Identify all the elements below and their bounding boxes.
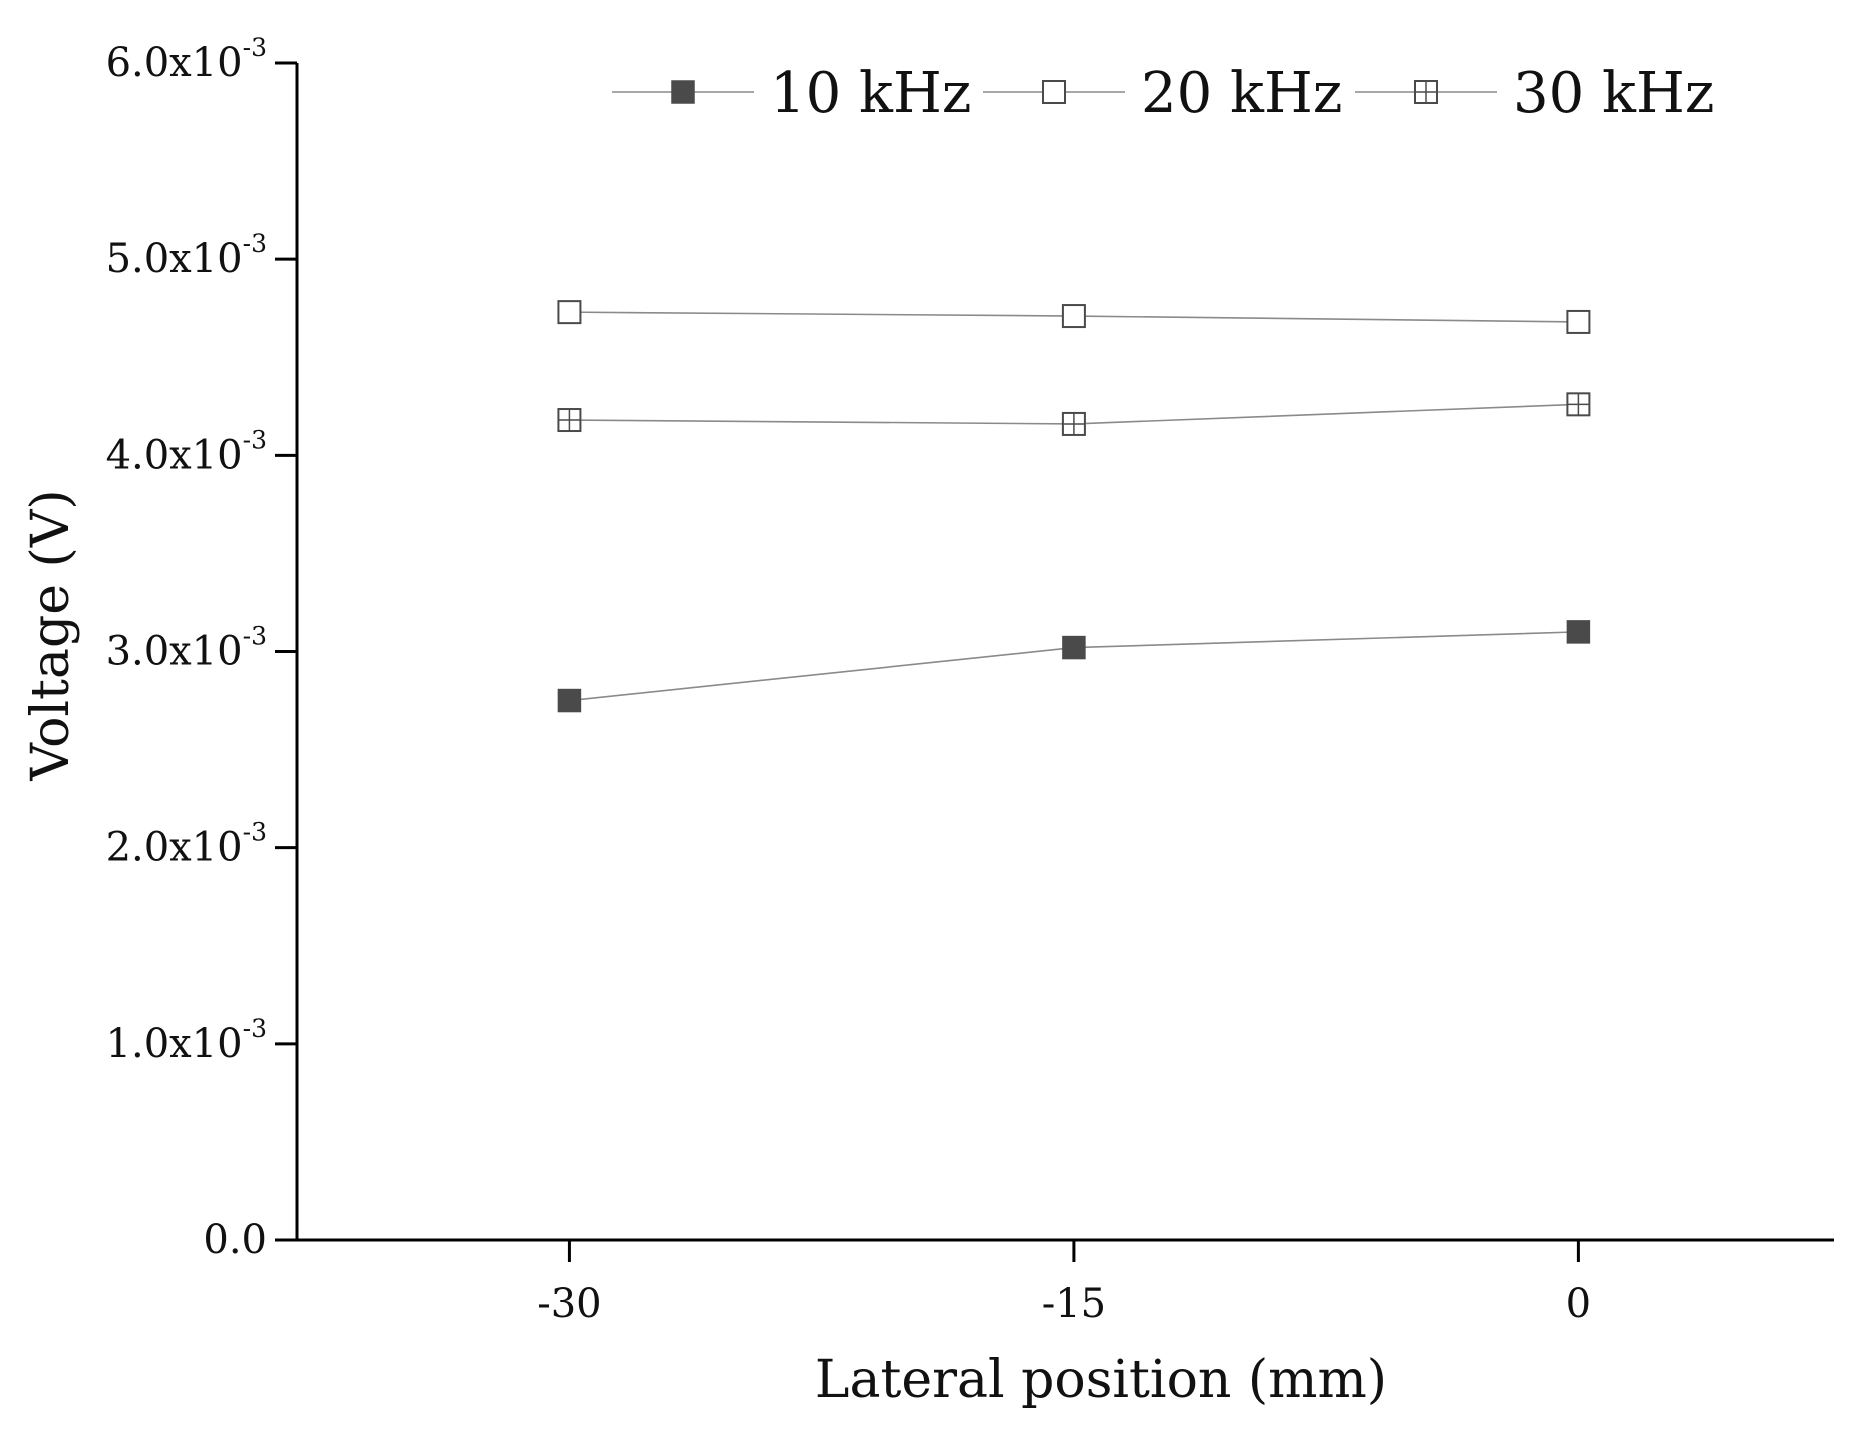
series-10-khz <box>557 620 1591 713</box>
x-tick-label: -15 <box>1042 1281 1106 1327</box>
data-point <box>1566 392 1591 417</box>
x-tick-label: -30 <box>537 1281 601 1327</box>
marker-square <box>557 688 582 713</box>
data-point <box>557 408 582 433</box>
x-axis-title: Lateral position (mm) <box>815 1350 1387 1410</box>
legend-marker <box>1414 80 1438 104</box>
y-tick-label: 6.0x10-3 <box>106 33 267 86</box>
legend-item: 30 kHz <box>1355 61 1714 126</box>
y-tick-label: 3.0x10-3 <box>106 622 267 675</box>
y-tick-label: 2.0x10-3 <box>106 818 267 871</box>
data-point <box>1061 411 1086 436</box>
x-tick-label: 0 <box>1566 1281 1591 1327</box>
y-axis-title: Voltage (V) <box>21 489 81 781</box>
data-point <box>1566 620 1591 644</box>
marker-square <box>557 300 582 325</box>
data-point <box>557 300 582 325</box>
marker-square <box>1061 304 1086 329</box>
data-point <box>1062 635 1086 660</box>
marker-square <box>1042 80 1066 104</box>
series-20-khz <box>557 300 1591 334</box>
y-tick-label: 0.0 <box>203 1217 267 1263</box>
marker-square <box>1566 620 1591 644</box>
data-point <box>557 688 582 713</box>
data-point <box>1061 304 1086 329</box>
marker-square <box>671 80 695 104</box>
series-30-khz <box>557 392 1591 436</box>
y-tick-label: 4.0x10-3 <box>106 425 267 478</box>
legend-label: 20 kHz <box>1141 61 1342 126</box>
y-tick-label: 1.0x10-3 <box>106 1014 267 1067</box>
data-point <box>1566 309 1591 334</box>
legend: 10 kHz 20 kHz 30 kHz <box>612 61 1714 126</box>
marker-square <box>1566 309 1591 334</box>
legend-label: 30 kHz <box>1513 61 1714 126</box>
marker-square <box>1062 635 1086 660</box>
legend-item: 20 kHz <box>983 61 1342 126</box>
plot-area: 0.0 1.0x10-3 2.0x10-3 3.0x10-3 4.0x10-3 5.0x1… <box>106 33 1834 1327</box>
y-tick-label: 5.0x10-3 <box>106 229 267 282</box>
legend-label: 10 kHz <box>770 61 971 126</box>
legend-marker <box>671 80 695 104</box>
legend-marker <box>1042 80 1066 104</box>
legend-item: 10 kHz <box>612 61 971 126</box>
